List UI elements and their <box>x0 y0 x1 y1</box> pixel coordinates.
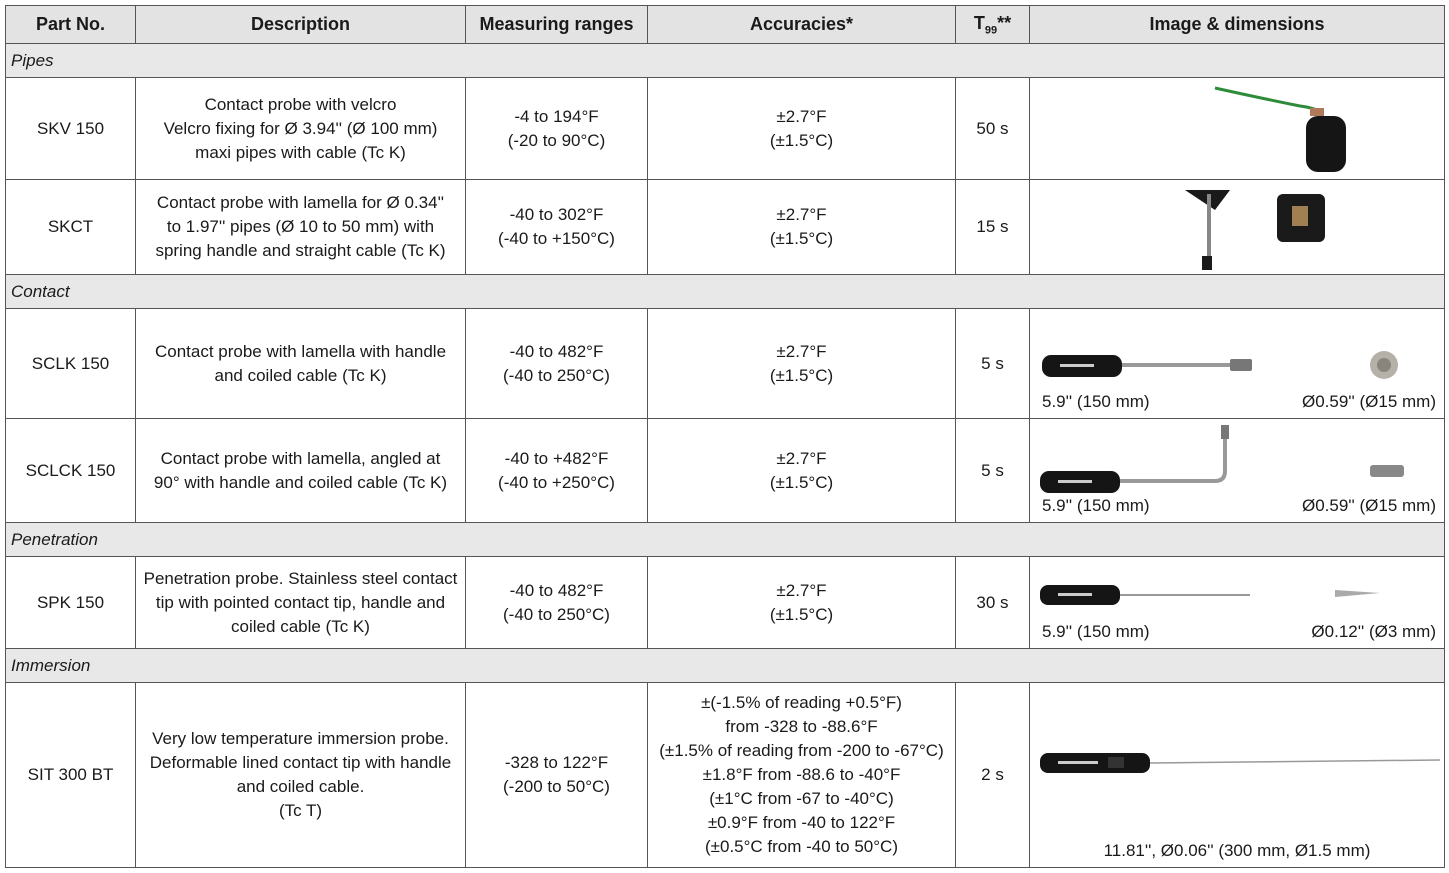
length-dimension: 5.9'' (150 mm) <box>1042 496 1150 515</box>
length-dimension: 5.9'' (150 mm) <box>1042 392 1150 411</box>
image-cell: 5.9'' (150 mm) Ø0.59'' (Ø15 mm) <box>1029 308 1445 419</box>
table-row: SKV 150 Contact probe with velcro Velcro … <box>5 77 1445 180</box>
category-row-immersion: Immersion <box>5 648 1445 683</box>
category-label: Immersion <box>5 648 1445 683</box>
header-t99: T99** <box>955 5 1030 44</box>
header-accuracies: Accuracies* <box>647 5 956 44</box>
angled-lamella-probe-image <box>1040 425 1404 493</box>
accuracy-cell: ±2.7°F (±1.5°C) <box>647 179 956 275</box>
image-cell: 11.81'', Ø0.06'' (300 mm, Ø1.5 mm) <box>1029 682 1445 868</box>
header-measuring-ranges: Measuring ranges <box>465 5 648 44</box>
immersion-probe-image <box>1040 753 1441 773</box>
category-label: Penetration <box>5 522 1445 557</box>
table-row: SCLK 150 Contact probe with lamella with… <box>5 308 1445 419</box>
part-number: SCLK 150 <box>5 308 136 419</box>
header-description: Description <box>135 5 466 44</box>
image-cell: 5.9'' (150 mm) Ø0.12'' (Ø3 mm) <box>1029 556 1445 649</box>
accuracy-cell: ±2.7°F (±1.5°C) <box>647 418 956 523</box>
part-number: SKV 150 <box>5 77 136 180</box>
penetration-probe-image <box>1040 585 1380 605</box>
dimensions-label: 11.81'', Ø0.06'' (300 mm, Ø1.5 mm) <box>1103 841 1371 860</box>
description-cell: Contact probe with velcro Velcro fixing f… <box>135 77 466 180</box>
range-cell: -328 to 122°F (-200 to 50°C) <box>465 682 648 868</box>
header-part-no: Part No. <box>5 5 136 44</box>
probe-spec-table: Part No. Description Measuring ranges Ac… <box>5 5 1445 868</box>
description-cell: Contact probe with lamella for Ø 0.34'' t… <box>135 179 466 275</box>
spring-handle-probe-image <box>1185 190 1325 270</box>
description-cell: Contact probe with lamella, angled at 90°… <box>135 418 466 523</box>
category-label: Contact <box>5 274 1445 309</box>
part-number: SIT 300 BT <box>5 682 136 868</box>
range-cell: -40 to 482°F (-40 to 250°C) <box>465 556 648 649</box>
category-row-penetration: Penetration <box>5 522 1445 557</box>
category-label: Pipes <box>5 43 1445 78</box>
t99-cell: 5 s <box>955 418 1030 523</box>
image-cell <box>1029 77 1445 180</box>
accuracy-cell: ±(-1.5% of reading +0.5°F) from -328 to -… <box>647 682 956 868</box>
range-cell: -40 to 482°F (-40 to 250°C) <box>465 308 648 419</box>
diameter-dimension: Ø0.12'' (Ø3 mm) <box>1311 622 1436 641</box>
table-row: SIT 300 BT Very low temperature immersio… <box>5 682 1445 868</box>
description-cell: Contact probe with lamella with handle an… <box>135 308 466 419</box>
table-row: SCLCK 150 Contact probe with lamella, an… <box>5 418 1445 523</box>
category-row-contact: Contact <box>5 274 1445 309</box>
range-cell: -40 to 302°F (-40 to +150°C) <box>465 179 648 275</box>
part-number: SKCT <box>5 179 136 275</box>
t99-cell: 30 s <box>955 556 1030 649</box>
accuracy-cell: ±2.7°F (±1.5°C) <box>647 556 956 649</box>
image-cell: 5.9'' (150 mm) Ø0.59'' (Ø15 mm) <box>1029 418 1445 523</box>
velcro-probe-image <box>1214 86 1346 172</box>
header-image-dimensions: Image & dimensions <box>1029 5 1445 44</box>
accuracy-cell: ±2.7°F (±1.5°C) <box>647 308 956 419</box>
t99-cell: 15 s <box>955 179 1030 275</box>
range-cell: -4 to 194°F (-20 to 90°C) <box>465 77 648 180</box>
category-row-pipes: Pipes <box>5 43 1445 78</box>
image-cell <box>1029 179 1445 275</box>
t99-cell: 50 s <box>955 77 1030 180</box>
description-cell: Penetration probe. Stainless steel conta… <box>135 556 466 649</box>
table-row: SKCT Contact probe with lamella for Ø 0.… <box>5 179 1445 275</box>
t99-cell: 2 s <box>955 682 1030 868</box>
part-number: SPK 150 <box>5 556 136 649</box>
diameter-dimension: Ø0.59'' (Ø15 mm) <box>1301 496 1436 515</box>
range-cell: -40 to +482°F (-40 to +250°C) <box>465 418 648 523</box>
lamella-probe-image <box>1042 351 1398 379</box>
t99-cell: 5 s <box>955 308 1030 419</box>
length-dimension: 5.9'' (150 mm) <box>1042 622 1150 641</box>
part-number: SCLCK 150 <box>5 418 136 523</box>
table-row: SPK 150 Penetration probe. Stainless ste… <box>5 556 1445 649</box>
diameter-dimension: Ø0.59'' (Ø15 mm) <box>1301 392 1436 411</box>
accuracy-cell: ±2.7°F (±1.5°C) <box>647 77 956 180</box>
header-row: Part No. Description Measuring ranges Ac… <box>5 5 1445 44</box>
description-cell: Very low temperature immersion probe. Def… <box>135 682 466 868</box>
